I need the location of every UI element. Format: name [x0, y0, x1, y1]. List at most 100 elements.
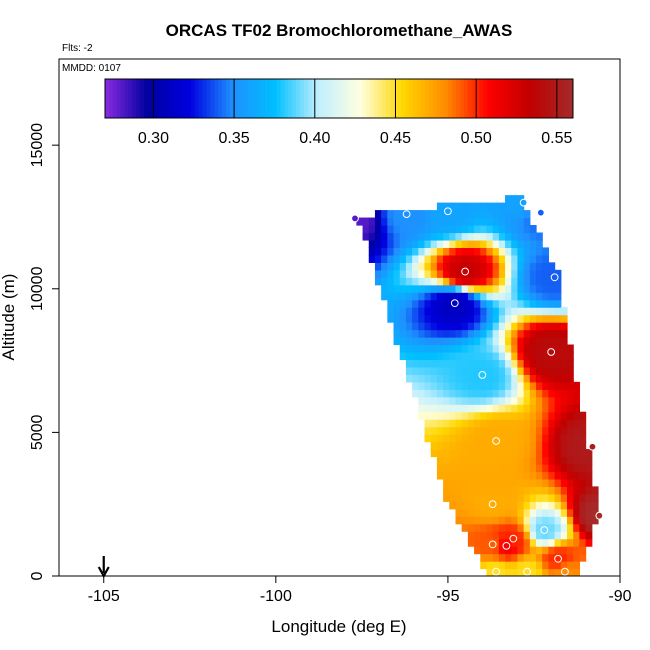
heatmap-cell — [374, 239, 382, 249]
heatmap-cell — [529, 471, 537, 480]
heatmap-cell — [424, 434, 432, 443]
heatmap-cell — [467, 449, 475, 458]
heatmap-cell — [467, 329, 475, 338]
heatmap-cell — [486, 254, 494, 263]
colorbar-segment — [202, 79, 207, 118]
heatmap-cell — [554, 434, 562, 443]
heatmap-cell — [474, 389, 481, 398]
heatmap-cell — [498, 202, 506, 211]
heatmap-cell — [498, 501, 506, 510]
sample-point — [444, 207, 452, 216]
heatmap-cell — [412, 292, 419, 301]
heatmap-cell — [585, 449, 593, 458]
heatmap-cell — [480, 493, 488, 502]
colorbar-segment — [491, 79, 496, 118]
heatmap-cell — [467, 344, 475, 353]
colorbar-segment — [397, 79, 402, 118]
heatmap-cell — [536, 516, 543, 525]
heatmap-cell — [443, 344, 450, 353]
heatmap-cell — [542, 247, 550, 256]
heatmap-cell — [399, 307, 407, 316]
heatmap-cell — [405, 239, 413, 249]
heatmap-cell — [381, 247, 388, 256]
heatmap-cell — [480, 329, 488, 338]
heatmap-cell — [517, 449, 525, 458]
heatmap-cell — [461, 501, 469, 510]
colorbar-segment — [311, 79, 317, 118]
heatmap-cell — [542, 561, 550, 570]
colorbar-segment — [424, 79, 430, 118]
colorbar-segment — [487, 79, 492, 118]
heatmap-cell — [461, 225, 469, 234]
heatmap-cell — [443, 381, 450, 390]
heatmap-cell — [480, 292, 488, 301]
heatmap-cell — [511, 351, 519, 361]
heatmap-cell — [486, 478, 494, 487]
heatmap-cell — [505, 307, 512, 316]
sample-point — [488, 540, 497, 549]
heatmap-cell — [449, 225, 457, 234]
heatmap-cell — [430, 239, 438, 249]
heatmap-cell — [424, 426, 432, 435]
heatmap-cell — [523, 449, 531, 458]
heatmap-cell — [455, 359, 463, 368]
heatmap-cell — [492, 337, 500, 346]
heatmap-cell — [498, 516, 506, 525]
sample-point — [502, 541, 511, 550]
heatmap-cell — [505, 486, 512, 495]
heatmap-cell — [517, 404, 525, 413]
heatmap-cell — [498, 210, 506, 219]
colorbar-tick-label: 0.40 — [299, 130, 330, 147]
heatmap-cell — [560, 322, 568, 331]
heatmap-cell — [517, 351, 525, 361]
colorbar-segment — [151, 79, 157, 118]
heatmap-cell — [405, 322, 413, 331]
heatmap-cell — [505, 225, 512, 234]
sample-point — [450, 299, 459, 308]
heatmap-cell — [449, 381, 457, 390]
heatmap-cell — [467, 337, 475, 346]
heatmap-cell — [449, 307, 457, 316]
heatmap-cell — [511, 501, 519, 510]
heatmap-cell — [560, 351, 568, 361]
colorbar-segment — [537, 79, 543, 118]
heatmap-cell — [585, 516, 593, 525]
heatmap-cell — [381, 210, 388, 219]
heatmap-cell — [591, 508, 599, 517]
heatmap-cell — [517, 210, 525, 219]
heatmap-cell — [412, 366, 419, 375]
heatmap-cell — [424, 411, 432, 420]
heatmap-cell — [412, 314, 419, 323]
heatmap-cell — [492, 478, 500, 487]
heatmap-cell — [467, 471, 475, 480]
heatmap-cell — [480, 419, 488, 428]
heatmap-cell — [461, 344, 469, 353]
heatmap-cell — [542, 434, 550, 443]
x-tick-label: -95 — [436, 588, 459, 605]
heatmap-cell — [523, 314, 531, 323]
heatmap-cell — [498, 262, 506, 271]
heatmap-cell — [505, 478, 512, 487]
heatmap-cell — [573, 546, 580, 555]
heatmap-cell — [511, 254, 519, 263]
y-axis-label: Altitude (m) — [0, 274, 18, 361]
sample-point — [478, 371, 487, 379]
heatmap-cell — [474, 337, 481, 346]
heatmap-cell — [523, 366, 531, 375]
heatmap-cell — [567, 463, 574, 473]
heatmap-cell — [430, 351, 438, 361]
heatmap-cell — [573, 531, 580, 540]
heatmap-cell — [455, 471, 463, 480]
colorbar-segment — [171, 79, 176, 118]
heatmap-cell — [430, 262, 438, 271]
heatmap-cell — [418, 366, 426, 375]
heatmap-cell — [585, 501, 593, 510]
heatmap-cell — [461, 322, 469, 331]
heatmap-cell — [523, 404, 531, 413]
heatmap-cell — [412, 299, 419, 308]
heatmap-cell — [480, 322, 488, 331]
heatmap-cell — [399, 247, 407, 256]
heatmap-cell — [486, 225, 494, 234]
heatmap-cell — [548, 389, 556, 398]
chart-title: ORCAS TF02 Bromochloromethane_AWAS — [166, 21, 513, 40]
